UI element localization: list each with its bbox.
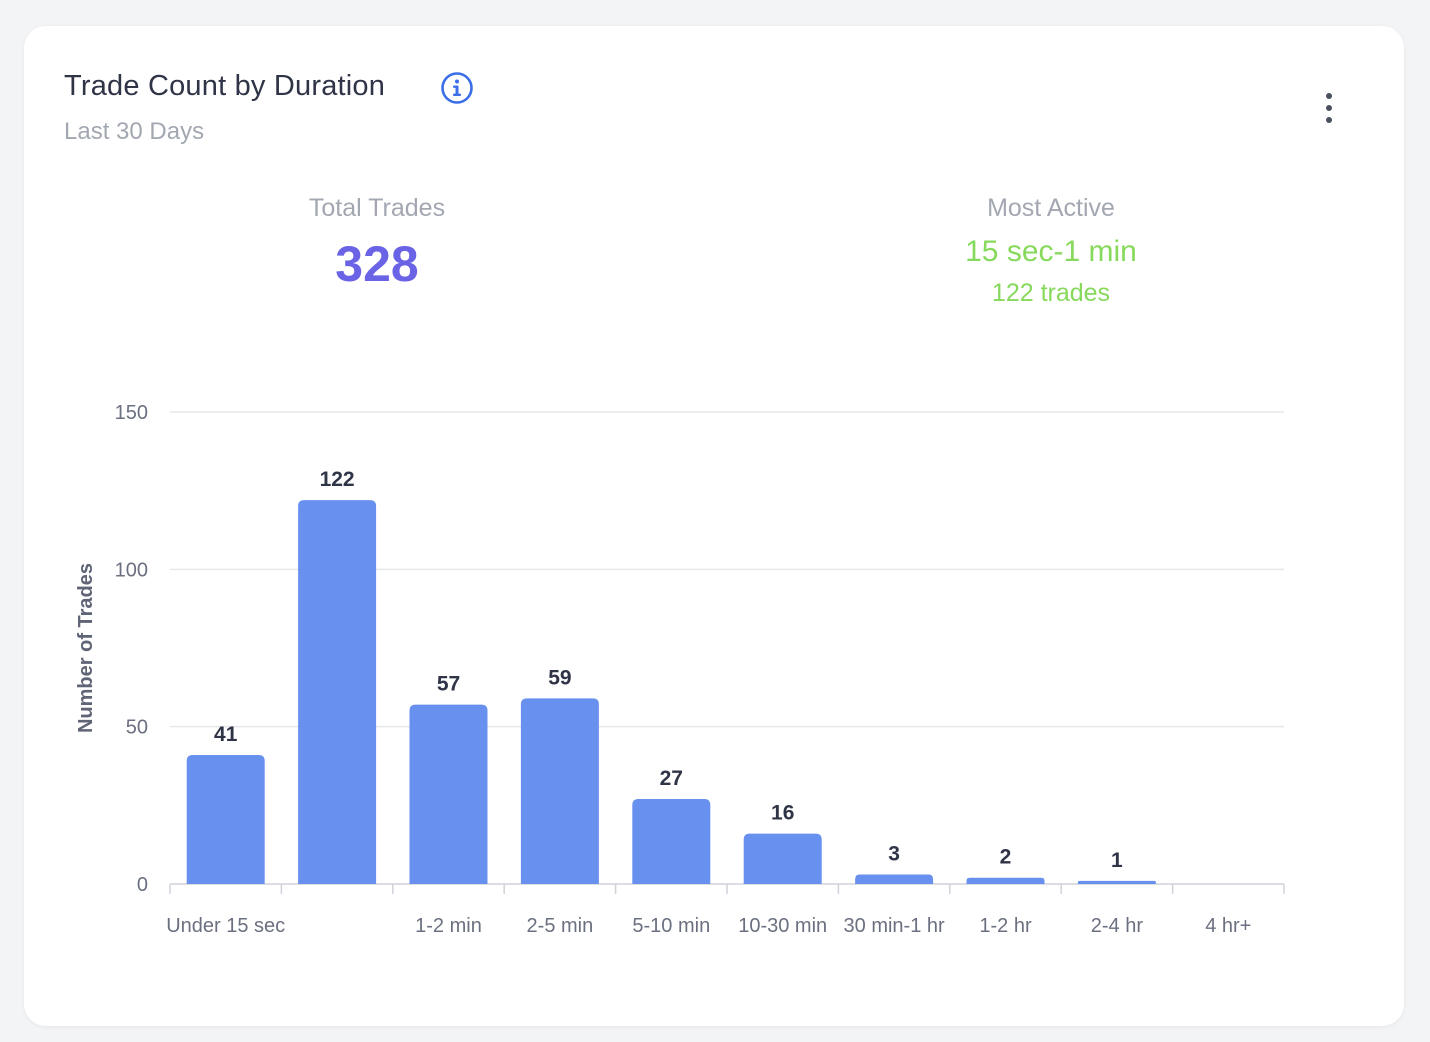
x-tick-label: 30 min-1 hr	[844, 915, 945, 937]
chart-card: Trade Count by Duration Last 30 Days Tot…	[24, 26, 1404, 1026]
total-trades-value: 328	[335, 236, 419, 292]
card-subtitle: Last 30 Days	[64, 118, 205, 145]
bar	[1077, 880, 1156, 884]
x-tick-label: 1-2 hr	[979, 915, 1032, 937]
bar	[186, 754, 265, 884]
bar	[966, 877, 1045, 884]
data-label: 122	[320, 468, 355, 491]
bar	[855, 874, 934, 884]
data-label: 2	[1000, 846, 1012, 869]
total-trades-label: Total Trades	[308, 194, 446, 222]
most-active-value: 15 sec-1 min	[965, 235, 1137, 268]
x-tick-label: Under 15 sec	[166, 915, 285, 937]
data-label: 27	[660, 767, 683, 790]
most-active-stat: Most Active 15 sec-1 min 122 trades	[851, 194, 1251, 308]
data-label: 57	[437, 673, 460, 696]
x-tick-label: 10-30 min	[738, 915, 827, 937]
total-trades-stat: Total Trades 328	[177, 194, 577, 293]
bar	[632, 799, 711, 884]
data-label: 3	[888, 843, 900, 866]
data-label: 41	[214, 723, 238, 746]
y-tick-label: 150	[115, 402, 148, 424]
bar	[743, 833, 822, 884]
data-label: 59	[548, 666, 571, 689]
x-tick-label: 4 hr+	[1205, 915, 1251, 937]
kebab-menu-icon[interactable]	[1314, 90, 1344, 130]
info-circle-icon[interactable]	[440, 71, 474, 105]
y-tick-label: 50	[126, 717, 148, 739]
bar-chart: 0 50 100 150 41 Under 15 sec 122 57 1-2 min 59 2-5…	[75, 402, 1285, 937]
x-tick-label: 2-5 min	[527, 915, 594, 937]
data-label: 16	[771, 802, 794, 825]
y-tick-label: 100	[115, 559, 148, 581]
y-axis-title: Number of Trades	[75, 563, 97, 733]
bar	[520, 698, 599, 884]
most-active-count: 122 trades	[991, 279, 1111, 307]
bar	[409, 704, 488, 884]
x-tick-label: 5-10 min	[632, 915, 710, 937]
data-label: 1	[1111, 849, 1123, 872]
bar	[298, 500, 377, 884]
most-active-label: Most Active	[987, 194, 1115, 222]
card-title: Trade Count by Duration	[64, 70, 386, 102]
y-tick-label: 0	[137, 874, 148, 896]
x-tick-label: 1-2 min	[415, 915, 482, 937]
x-tick-label: 2-4 hr	[1091, 915, 1144, 937]
